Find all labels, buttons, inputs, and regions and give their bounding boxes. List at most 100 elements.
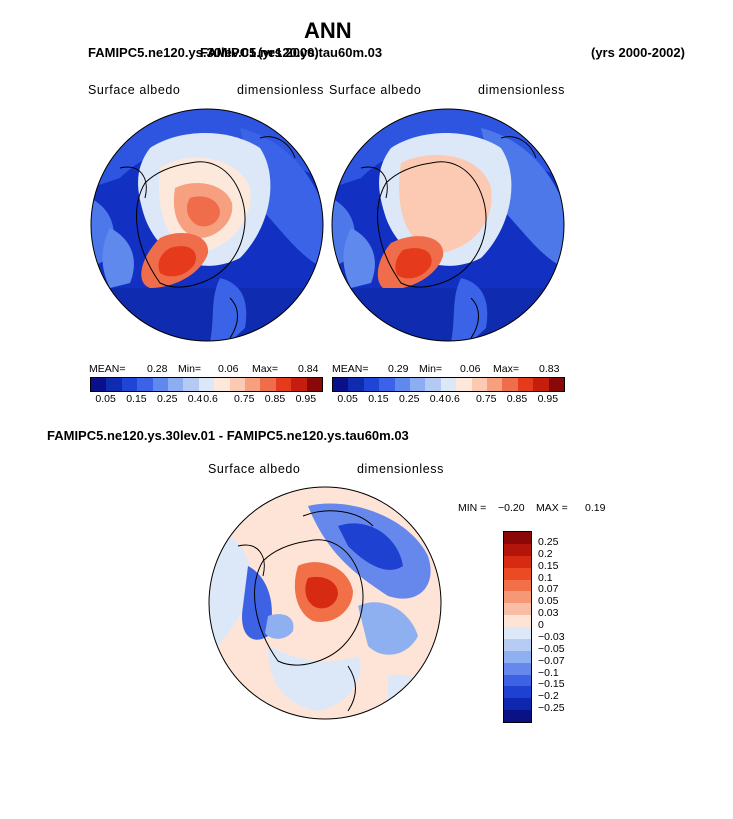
colorbar-tick-label: 0.25 <box>538 535 559 548</box>
colorbar-tick-label: 0.95 <box>295 393 317 405</box>
colorbar-swatch <box>275 378 292 391</box>
colorbar-swatch <box>425 378 441 391</box>
colorbar-tick-label: 0.75 <box>476 393 497 405</box>
colorbar-tick-label: 0.05 <box>337 393 358 405</box>
colorbar-swatch <box>504 579 531 592</box>
panel1-variable-label: Surface albedo <box>88 83 181 97</box>
colorbar-swatch <box>379 378 395 391</box>
colorbar-tick-label: 0.07 <box>538 583 559 596</box>
colorbar-tick-label: 0.15 <box>538 559 559 572</box>
panel2-min-value: 0.06 <box>460 363 481 375</box>
panel2-units-label: dimensionless <box>478 83 566 97</box>
colorbar-swatch <box>487 378 503 391</box>
colorbar-tick-label: 0.03 <box>538 607 559 620</box>
colorbar-difference <box>503 531 532 723</box>
colorbar-swatch <box>504 543 531 556</box>
panel2-min-label: Min= <box>419 363 443 375</box>
colorbar-tick-label: 0.4 <box>429 393 445 405</box>
colorbar-swatch <box>152 378 169 391</box>
colorbar-swatch <box>168 378 184 391</box>
colorbar-tick-label: 0.95 <box>537 393 559 405</box>
polar-map-case1 <box>90 108 324 342</box>
colorbar-swatch <box>137 378 153 391</box>
case1-caption: FAMIPC5.ne120.ys.30lev.01 <box>88 45 257 60</box>
colorbar-swatch <box>291 378 307 391</box>
colorbar-swatch <box>410 378 426 391</box>
colorbar-swatch <box>348 378 364 391</box>
colorbar-swatch <box>121 378 138 391</box>
colorbar-swatch <box>504 532 531 544</box>
colorbar-tick-label: 0.15 <box>126 393 147 405</box>
colorbar-swatch <box>504 710 531 722</box>
colorbar-swatch <box>106 378 122 391</box>
colorbar-swatch <box>214 378 230 391</box>
colorbar-swatch <box>504 650 531 663</box>
panel2-variable-label: Surface albedo <box>329 83 422 97</box>
polar-map-case2 <box>331 108 565 342</box>
colorbar-tick-label: 0.85 <box>264 393 286 405</box>
colorbar-swatch <box>91 378 107 391</box>
colorbar-swatch <box>504 627 531 639</box>
colorbar-swatch <box>504 603 531 616</box>
colorbar-tick-label: 0.6 <box>445 393 460 405</box>
colorbar-swatch <box>504 686 531 699</box>
colorbar-tick-label: −0.05 <box>538 642 565 655</box>
colorbar-swatch <box>333 378 349 391</box>
colorbar-tick-label: 0.25 <box>157 393 178 405</box>
colorbar-tick-label: −0.1 <box>538 666 559 679</box>
panel3-variable-label: Surface albedo <box>208 462 301 476</box>
colorbar-swatch <box>229 378 246 391</box>
colorbar-swatch <box>548 378 565 391</box>
colorbar-tick-label: −0.07 <box>538 654 565 667</box>
colorbar-swatch <box>533 378 549 391</box>
main-title: ANN <box>304 18 352 43</box>
panel2-mean-value: 0.29 <box>388 363 409 375</box>
colorbar-swatch <box>504 555 531 568</box>
colorbar-tick-label: 0.85 <box>506 393 528 405</box>
colorbar-tick-label: 0.05 <box>538 595 559 608</box>
colorbar-swatch <box>394 378 411 391</box>
colorbar-tick-label: 0 <box>538 619 544 631</box>
colorbar-swatch <box>504 638 531 651</box>
colorbar-tick-label: 0.75 <box>234 393 255 405</box>
colorbar-swatch <box>504 698 531 711</box>
colorbar-swatch <box>440 378 457 391</box>
overlap-years-caption: (yrs 2000) <box>258 45 319 60</box>
panel1-units-label: dimensionless <box>237 83 325 97</box>
colorbar-tick-label: −0.25 <box>538 702 565 715</box>
colorbar-tick-label: −0.03 <box>538 630 565 643</box>
panel1-mean-value: 0.28 <box>147 363 168 375</box>
panel2-max-label: Max= <box>493 363 519 375</box>
colorbar-swatch <box>245 378 261 391</box>
colorbar-swatch <box>306 378 323 391</box>
colorbar-tick-label: −0.2 <box>538 690 559 703</box>
colorbar-tick-label: 0.2 <box>538 547 553 560</box>
colorbar-tick-label: 0.25 <box>399 393 420 405</box>
colorbar-swatch <box>504 567 531 580</box>
colorbar-swatch <box>504 591 531 604</box>
panel3-min-value: −0.20 <box>498 502 525 514</box>
colorbar-swatch <box>198 378 215 391</box>
colorbar-swatch <box>502 378 518 391</box>
panel2-mean-label: MEAN= <box>332 363 369 375</box>
panel2-max-value: 0.83 <box>539 363 560 375</box>
panel3-units-label: dimensionless <box>357 462 445 476</box>
colorbar-tick-label: 0.6 <box>203 393 218 405</box>
panel1-min-value: 0.06 <box>218 363 239 375</box>
colorbar-swatch <box>456 378 472 391</box>
colorbar-swatch <box>517 378 534 391</box>
panel3-min-label: MIN = <box>458 502 487 514</box>
colorbar-tick-label: 0.4 <box>187 393 203 405</box>
panel1-max-label: Max= <box>252 363 278 375</box>
colorbar-swatch <box>504 662 531 675</box>
difference-caption: FAMIPC5.ne120.ys.30lev.01 - FAMIPC5.ne12… <box>47 428 409 443</box>
colorbar-tick-label: −0.15 <box>538 678 565 691</box>
colorbar-swatch <box>504 615 531 627</box>
colorbar-swatch <box>471 378 488 391</box>
colorbar-tick-label: 0.1 <box>538 571 553 584</box>
colorbar-swatch <box>183 378 199 391</box>
colorbar-tick-label: 0.05 <box>95 393 116 405</box>
colorbar-case2 <box>332 377 565 392</box>
colorbar-case1 <box>90 377 323 392</box>
